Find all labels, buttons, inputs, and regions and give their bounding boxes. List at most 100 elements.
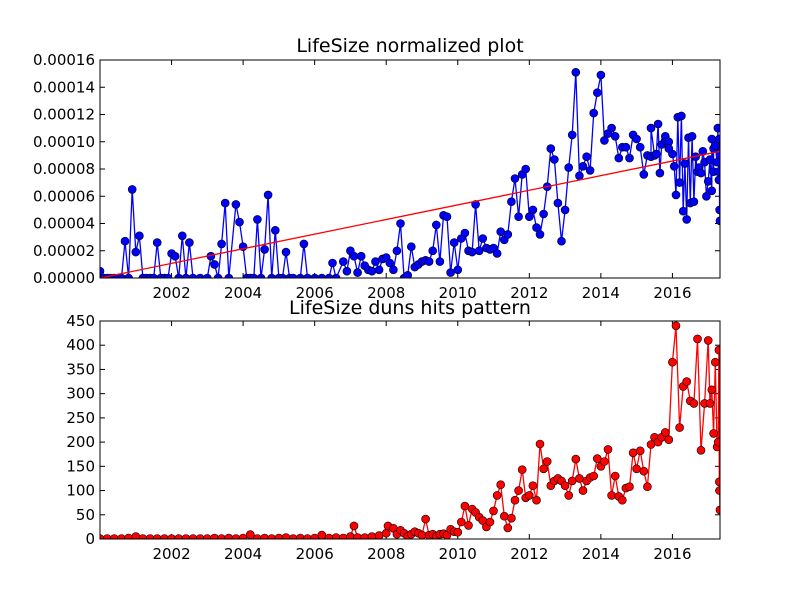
x-tick-label: 2002	[152, 284, 190, 302]
data-point	[582, 152, 591, 161]
data-point	[521, 164, 531, 174]
data-point	[524, 491, 534, 500]
data-point	[671, 321, 681, 331]
data-point	[489, 506, 498, 516]
y-tick-label: 450	[66, 312, 95, 330]
data-point	[507, 513, 516, 523]
data-point	[446, 268, 455, 277]
y-tick-label: 50	[76, 506, 95, 524]
data-point	[296, 273, 305, 278]
data-point	[714, 345, 720, 355]
data-point	[303, 273, 312, 278]
data-point	[585, 166, 595, 175]
y-tick-label: 350	[66, 360, 95, 378]
data-point	[431, 220, 441, 230]
data-point	[646, 123, 656, 133]
data-point	[220, 198, 230, 208]
data-point	[127, 185, 137, 194]
y-tick-label: 250	[66, 409, 95, 427]
data-point	[664, 435, 674, 445]
data-point	[464, 521, 473, 530]
y-tick-label: 0	[85, 530, 95, 548]
data-point	[646, 440, 656, 449]
data-point	[651, 149, 661, 159]
data-point	[224, 273, 234, 278]
data-point	[249, 273, 259, 278]
data-point	[310, 273, 319, 278]
data-point	[687, 132, 697, 141]
data-point	[632, 464, 641, 474]
data-point	[705, 155, 715, 164]
data-point	[231, 200, 241, 209]
data-point	[571, 454, 581, 464]
y-tick-label: 0.00002	[33, 242, 95, 260]
data-point	[600, 457, 609, 466]
chart-title: LifeSize duns hits pattern	[289, 297, 531, 319]
data-point	[256, 273, 266, 278]
x-tick-label: 2014	[582, 284, 620, 302]
y-tick-label: 0.00006	[33, 187, 95, 205]
data-point	[578, 162, 588, 171]
data-point	[575, 474, 584, 483]
data-point	[564, 491, 574, 500]
data-point	[524, 212, 534, 221]
data-point	[131, 247, 141, 257]
data-point	[424, 257, 434, 266]
data-point	[510, 495, 520, 505]
data-point	[120, 236, 130, 246]
data-point	[267, 273, 276, 278]
data-point	[203, 273, 212, 278]
y-tick-label: 0.00000	[33, 269, 95, 287]
data-point	[600, 136, 609, 145]
data-point	[589, 108, 599, 118]
data-point	[449, 238, 459, 247]
data-point	[163, 273, 173, 278]
data-point	[467, 247, 477, 257]
data-point	[514, 212, 523, 221]
data-point	[535, 230, 545, 239]
data-point	[635, 446, 645, 456]
data-point	[507, 197, 516, 206]
data-point	[485, 517, 495, 527]
x-tick-label: 2016	[653, 545, 691, 563]
data-point	[253, 215, 262, 224]
y-tick-label: 200	[66, 433, 95, 451]
data-point	[517, 465, 527, 475]
data-point	[696, 168, 706, 178]
data-point	[435, 257, 445, 266]
data-point	[496, 227, 506, 236]
plot-area	[100, 60, 720, 278]
y-tick-label: 150	[66, 457, 95, 475]
data-point	[553, 198, 563, 208]
data-point	[356, 251, 366, 261]
data-point	[592, 454, 602, 463]
y-tick-label: 300	[66, 385, 95, 403]
data-point	[715, 477, 720, 487]
data-point	[603, 445, 613, 454]
data-point	[317, 530, 327, 539]
x-tick-label: 2008	[367, 284, 405, 302]
data-point	[635, 142, 645, 152]
data-point	[374, 531, 384, 539]
data-point	[703, 177, 713, 186]
data-point	[338, 257, 348, 266]
data-point	[456, 517, 466, 527]
data-point	[689, 399, 699, 408]
x-tick-label: 2010	[439, 284, 477, 302]
data-point	[528, 205, 538, 215]
data-point	[571, 68, 581, 77]
data-point	[639, 170, 649, 179]
data-point	[492, 249, 502, 258]
data-point	[713, 437, 720, 447]
data-point	[181, 273, 191, 278]
y-tick-label: 100	[66, 482, 95, 500]
data-point	[349, 521, 359, 531]
y-tick-label: 400	[66, 336, 95, 354]
data-point	[560, 481, 570, 491]
x-tick-label: 2012	[510, 284, 548, 302]
data-point	[374, 265, 384, 275]
data-point	[610, 471, 620, 481]
data-point	[567, 476, 577, 486]
